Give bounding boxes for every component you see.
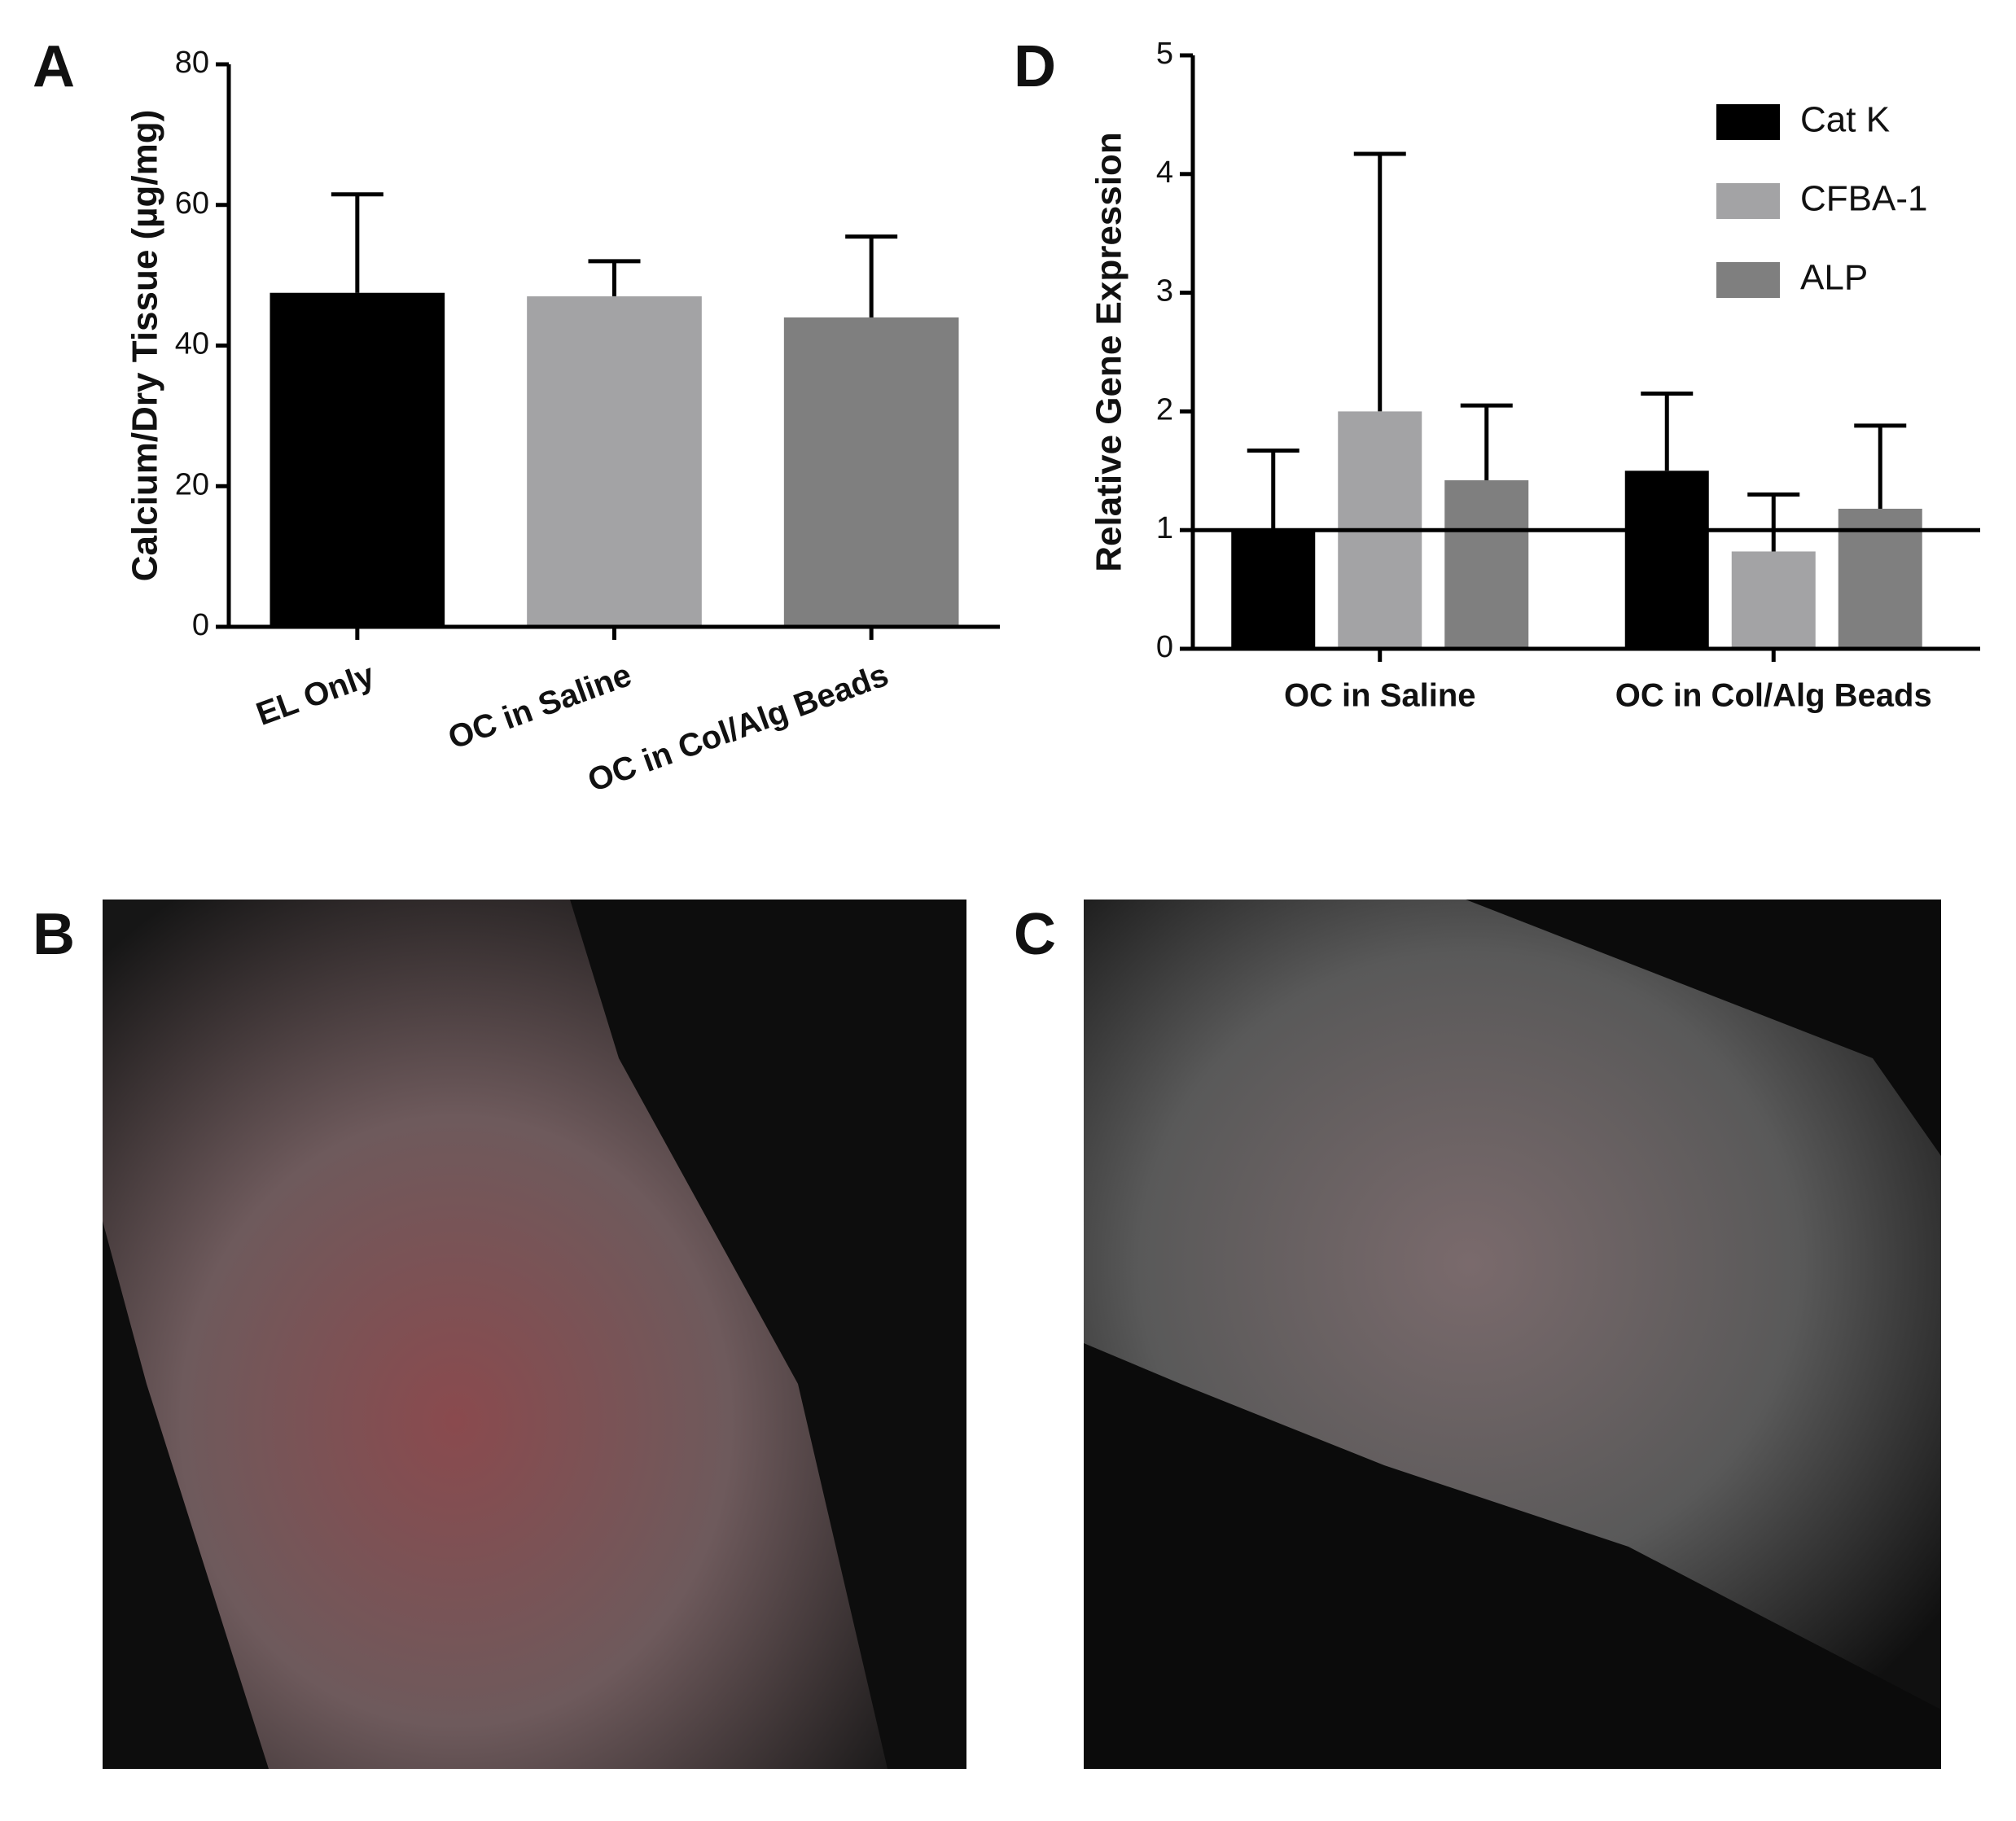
y-tick-label: 1 [1156, 511, 1173, 545]
legend-label: Cat K [1800, 100, 1890, 140]
x-tick-label: EL Only [252, 657, 379, 733]
y-tick-label: 5 [1156, 37, 1173, 71]
x-tick-label: OC in Col/Alg Beads [1615, 678, 1932, 714]
bar [783, 317, 959, 627]
panel-label: C [1014, 902, 1056, 967]
x-tick-label: OC in Saline [444, 657, 636, 756]
panel-label: B [33, 902, 75, 967]
bar [527, 296, 702, 627]
photo-c-subject [1084, 900, 1941, 1709]
bar [1731, 551, 1816, 649]
y-tick-label: 80 [175, 46, 209, 80]
legend-swatch [1716, 104, 1780, 140]
y-tick-label: 60 [175, 186, 209, 221]
panel-label: D [1014, 34, 1056, 99]
panel-label: A [33, 34, 75, 99]
y-tick-label: 2 [1156, 392, 1173, 427]
y-tick-label: 20 [175, 467, 209, 501]
bar [1444, 479, 1529, 649]
y-tick-label: 0 [192, 608, 209, 642]
legend-swatch [1716, 183, 1780, 219]
y-axis-label: Calcium/Dry Tissue (µg/mg) [125, 110, 165, 582]
bar [1624, 471, 1709, 649]
photo-b-subject [103, 900, 887, 1769]
y-tick-label: 40 [175, 327, 209, 361]
bar [270, 292, 445, 627]
x-tick-label: OC in Saline [1284, 678, 1476, 714]
legend-swatch [1716, 262, 1780, 298]
legend-label: ALP [1800, 258, 1868, 298]
y-tick-label: 4 [1156, 155, 1173, 190]
y-tick-label: 0 [1156, 630, 1173, 664]
bar [1231, 530, 1316, 649]
legend-label: CFBA-1 [1800, 179, 1927, 219]
y-tick-label: 3 [1156, 274, 1173, 309]
y-axis-label: Relative Gene Expression [1089, 132, 1129, 571]
